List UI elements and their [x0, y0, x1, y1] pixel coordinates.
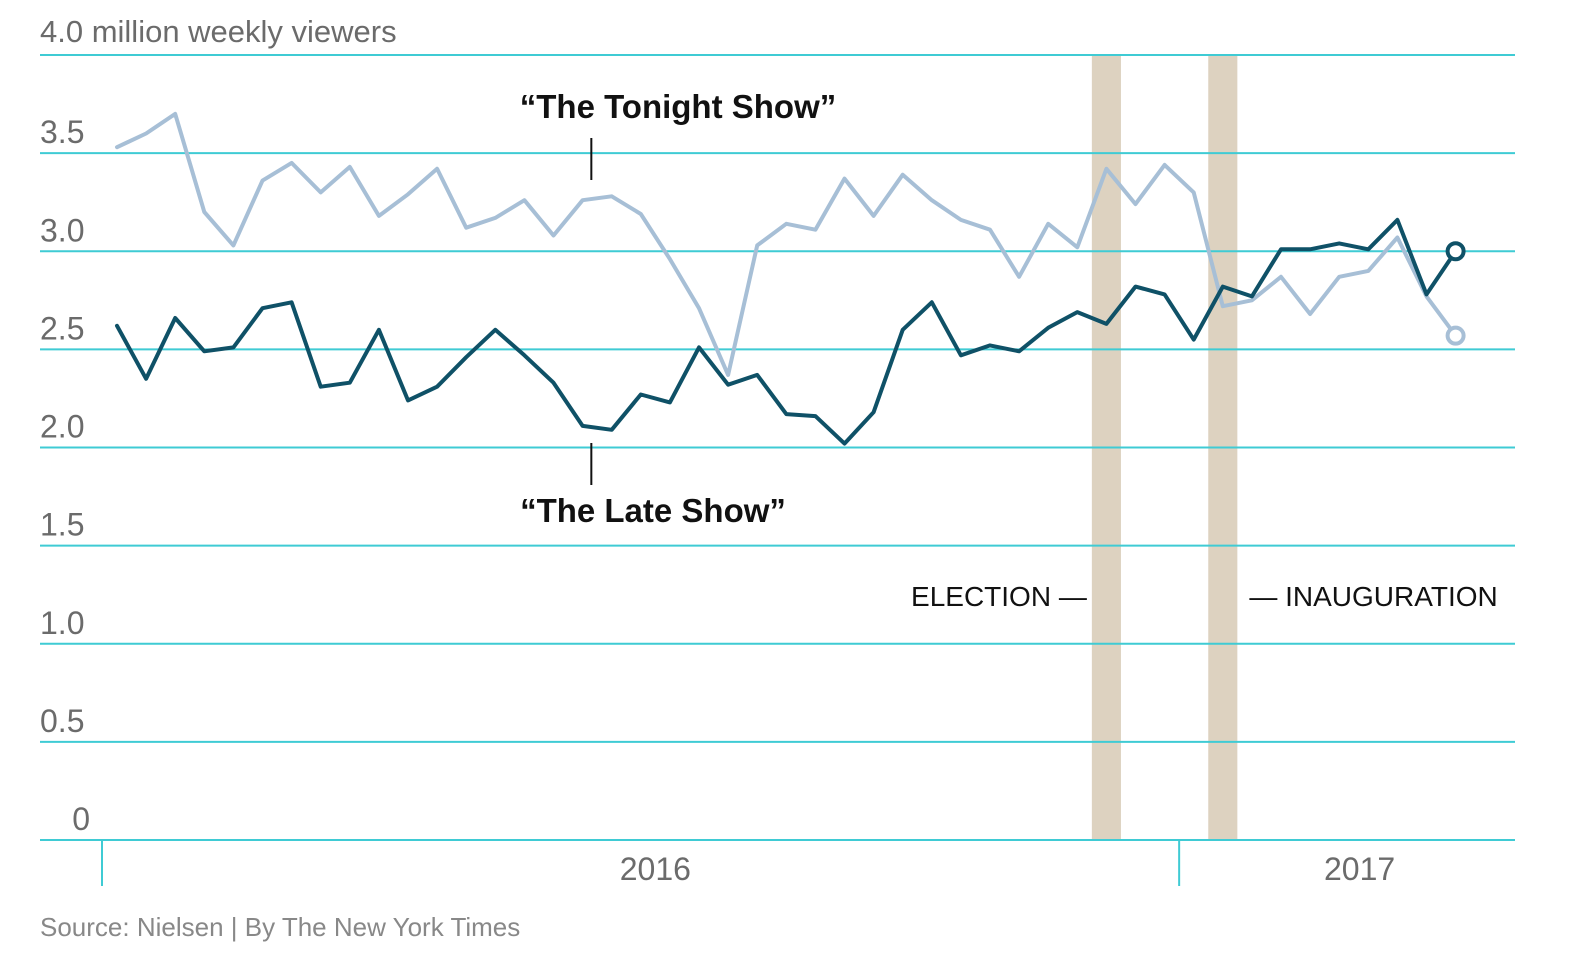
- y-tick-label: 3.5: [40, 114, 84, 150]
- series-line-1: [115, 217, 1458, 446]
- chart: 3.5 3.0 2.5 2.0 1.5 1.0 0.5 0 4.0 million weekl…: [40, 14, 1515, 887]
- y-tick-label: 3.0: [40, 212, 84, 248]
- tonight-show-label: “The Tonight Show”: [520, 88, 837, 125]
- series-labels: “The Tonight Show” “The Late Show”: [520, 88, 837, 529]
- series-end-marker-1: [1445, 241, 1466, 262]
- series-end-marker-0: [1445, 325, 1466, 346]
- y-tick-label: 1.5: [40, 507, 84, 543]
- series-lines: [115, 111, 1466, 446]
- y-tick-label: 1.0: [40, 605, 84, 641]
- y-axis-tick-labels: 3.5 3.0 2.5 2.0 1.5 1.0 0.5 0: [40, 114, 90, 837]
- event-label-election: ELECTION —: [911, 581, 1087, 612]
- y-tick-label: 2.5: [40, 310, 84, 346]
- y-tick-label: 0: [72, 801, 90, 837]
- x-year-label: 2017: [1324, 851, 1395, 887]
- series-line-0: [115, 111, 1458, 377]
- y-tick-label: 0.5: [40, 703, 84, 739]
- event-label-inauguration: — INAUGURATION: [1249, 581, 1497, 612]
- x-axis: 2016 2017: [101, 840, 1395, 887]
- y-axis-top-label: 4.0 million weekly viewers: [40, 14, 397, 49]
- late-show-label: “The Late Show”: [520, 492, 786, 529]
- event-labels: ELECTION — — INAUGURATION: [911, 581, 1498, 612]
- source-note: Source: Nielsen | By The New York Times: [40, 912, 521, 942]
- gridlines: [40, 54, 1515, 841]
- y-tick-label: 2.0: [40, 409, 84, 445]
- x-year-label: 2016: [620, 851, 691, 887]
